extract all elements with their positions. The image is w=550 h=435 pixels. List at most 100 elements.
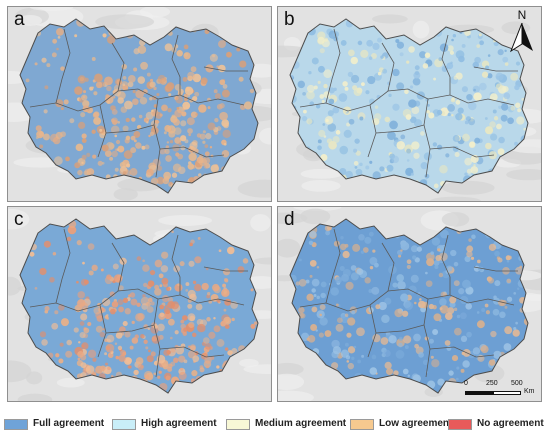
agreement-patch <box>410 274 419 283</box>
agreement-patch <box>359 116 364 121</box>
agreement-patch <box>101 307 105 311</box>
agreement-patch <box>111 150 118 158</box>
region-border <box>369 288 429 306</box>
agreement-patch <box>358 233 365 241</box>
agreement-patch <box>77 357 81 361</box>
agreement-patch <box>106 313 109 317</box>
agreement-patch <box>438 57 443 62</box>
agreement-patch <box>488 243 497 251</box>
agreement-patch <box>142 259 145 263</box>
agreement-patch <box>113 88 121 97</box>
agreement-patch <box>187 303 193 309</box>
terrain-shade <box>429 196 481 201</box>
agreement-patch <box>213 325 221 333</box>
agreement-patch <box>353 160 359 166</box>
agreement-patch <box>174 84 182 91</box>
agreement-patch <box>332 31 340 38</box>
region-border <box>203 66 248 72</box>
agreement-patch <box>317 36 325 45</box>
agreement-patch <box>450 61 453 64</box>
agreement-patch <box>436 144 443 150</box>
agreement-patch <box>439 307 443 311</box>
agreement-patch <box>116 148 120 151</box>
agreement-patch <box>157 75 167 84</box>
agreement-patch <box>129 168 138 176</box>
agreement-patch <box>400 241 410 251</box>
agreement-patch <box>476 320 485 329</box>
region-border <box>375 324 425 334</box>
agreement-patch <box>361 82 365 87</box>
agreement-patch <box>431 237 441 246</box>
agreement-patch <box>430 251 434 255</box>
agreement-patch <box>174 137 182 144</box>
agreement-patch <box>319 48 325 54</box>
agreement-patch <box>231 317 235 322</box>
agreement-patch <box>209 53 218 62</box>
legend-label-high: High agreement <box>141 418 217 429</box>
agreement-patch <box>493 350 502 360</box>
agreement-patch <box>423 152 432 161</box>
agreement-patch <box>111 117 118 125</box>
agreement-patch <box>253 321 258 325</box>
agreement-patch <box>243 101 253 110</box>
agreement-patch <box>115 139 121 145</box>
agreement-patch <box>221 89 230 98</box>
agreement-patch <box>404 89 409 95</box>
agreement-patch <box>194 91 200 97</box>
agreement-patch <box>164 125 172 132</box>
agreement-patch <box>404 301 414 311</box>
agreement-patch <box>65 350 73 358</box>
agreement-patch <box>151 111 157 116</box>
agreement-patch <box>222 129 231 139</box>
agreement-patch <box>224 324 230 329</box>
agreement-patch <box>439 43 449 52</box>
agreement-patch <box>161 277 169 285</box>
agreement-patch <box>481 308 486 313</box>
region-border <box>325 228 341 304</box>
agreement-patch <box>123 150 133 159</box>
agreement-patch <box>451 38 454 42</box>
agreement-patch <box>181 111 187 117</box>
agreement-patch <box>460 335 468 342</box>
agreement-patch <box>137 363 144 371</box>
agreement-patch <box>410 245 419 253</box>
agreement-patch <box>145 111 154 120</box>
agreement-patch <box>516 116 525 125</box>
agreement-patch <box>396 140 406 150</box>
agreement-patch <box>114 342 118 345</box>
agreement-patch <box>379 166 385 172</box>
agreement-patch <box>78 341 81 344</box>
agreement-patch <box>393 370 399 376</box>
terrain-shade <box>250 214 271 232</box>
agreement-patch <box>335 130 341 135</box>
region-border <box>429 346 495 358</box>
agreement-patch <box>206 317 211 322</box>
agreement-patch <box>87 243 95 250</box>
agreement-patch <box>386 164 394 172</box>
agreement-patch <box>205 267 209 271</box>
agreement-patch <box>44 85 49 90</box>
agreement-patch <box>456 366 460 370</box>
agreement-patch <box>172 163 182 173</box>
agreement-patch <box>164 43 173 52</box>
agreement-patch <box>180 135 187 142</box>
agreement-patch <box>188 260 195 267</box>
agreement-patch <box>77 169 83 176</box>
agreement-patch <box>506 296 513 302</box>
agreement-patch <box>125 357 132 364</box>
agreement-patch <box>298 306 305 314</box>
agreement-patch <box>325 230 331 236</box>
agreement-patch <box>515 321 518 325</box>
agreement-patch <box>396 41 405 49</box>
agreement-patch <box>77 121 86 130</box>
agreement-patch <box>426 110 431 114</box>
agreement-patch <box>145 301 151 307</box>
agreement-patch <box>213 89 218 94</box>
agreement-patch <box>93 307 101 315</box>
agreement-patch <box>173 118 180 126</box>
agreement-patch <box>342 81 348 87</box>
agreement-patch <box>341 273 349 282</box>
agreement-patch <box>451 114 454 117</box>
agreement-patch <box>56 47 59 51</box>
agreement-patch <box>105 343 115 353</box>
